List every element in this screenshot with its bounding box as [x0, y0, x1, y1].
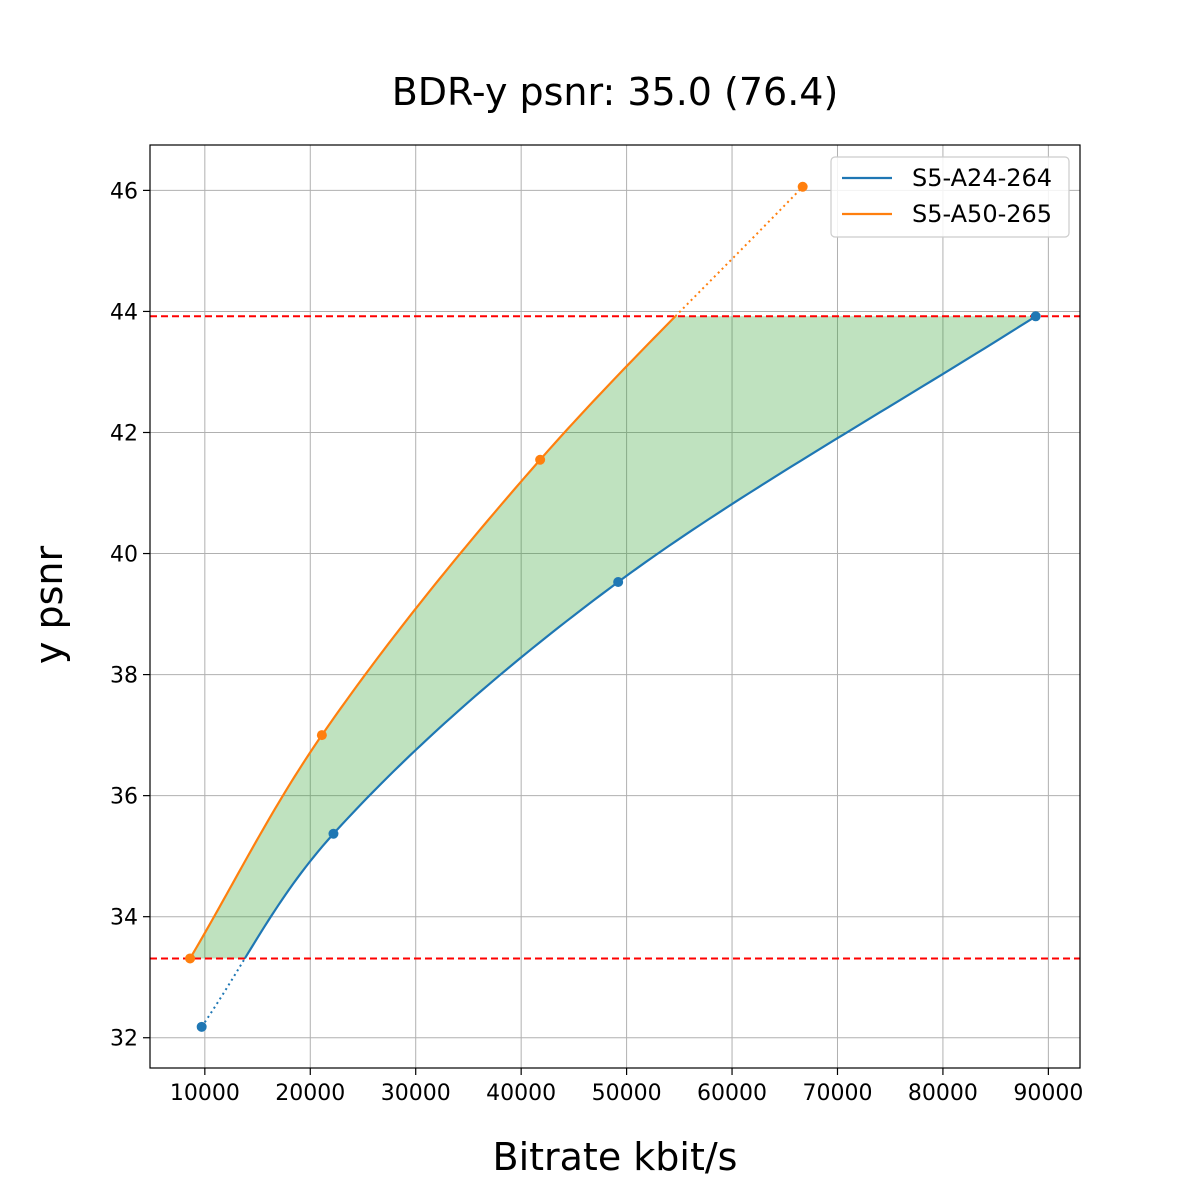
x-tick-label: 70000: [802, 1081, 872, 1106]
data-point-s5-a24-264: [196, 1021, 207, 1032]
plot-frame: [149, 144, 1081, 1069]
x-tick-label: 90000: [1013, 1081, 1083, 1106]
chart-title: BDR-y psnr: 35.0 (76.4): [392, 70, 839, 114]
y-tick-label: 46: [110, 179, 138, 204]
series-line-s5-a24-264: [243, 315, 1037, 960]
series-line-s5-a50-265: [189, 315, 677, 960]
legend-label-s5-a50-265: S5-A50-265: [912, 200, 1052, 228]
y-tick-label: 34: [110, 906, 138, 931]
data-point-s5-a24-264: [328, 828, 339, 839]
y-tick-label: 38: [110, 664, 138, 689]
series-group: [185, 181, 1041, 1032]
reference-lines: [150, 315, 1080, 960]
data-point-s5-a50-265: [185, 953, 196, 964]
x-tick-label: 30000: [381, 1081, 451, 1106]
y-tick-label: 44: [110, 300, 138, 325]
x-tick-label: 80000: [908, 1081, 978, 1106]
y-tick-label: 40: [110, 543, 138, 568]
x-tick-label: 50000: [592, 1081, 662, 1106]
legend-label-s5-a24-264: S5-A24-264: [912, 164, 1052, 192]
series-line-dotted-s5-a50-265: [674, 186, 804, 317]
series-line-dotted-s5-a24-264: [200, 957, 246, 1028]
grid: [150, 145, 1080, 1068]
x-tick-label: 60000: [697, 1081, 767, 1106]
x-tick-label: 40000: [486, 1081, 556, 1106]
data-point-s5-a50-265: [797, 181, 808, 192]
y-ticks: 32 34 36 38 40 42 44 46: [110, 179, 150, 1052]
data-point-s5-a50-265: [316, 730, 327, 741]
data-point-s5-a24-264: [1030, 311, 1041, 322]
x-axis-label: Bitrate kbit/s: [493, 1135, 738, 1179]
y-tick-label: 42: [110, 421, 138, 446]
bdr-shaded-area: [190, 316, 1036, 959]
data-point-s5-a24-264: [613, 576, 624, 587]
x-tick-label: 20000: [275, 1081, 345, 1106]
y-axis-label: y psnr: [27, 546, 71, 665]
y-tick-label: 32: [110, 1027, 138, 1052]
data-point-s5-a50-265: [535, 454, 546, 465]
x-tick-label: 10000: [170, 1081, 240, 1106]
legend: S5-A24-264 S5-A50-265: [830, 156, 1070, 238]
shaded-area: [190, 316, 1036, 959]
y-tick-label: 36: [110, 785, 138, 810]
x-ticks: 10000 20000 30000 40000 50000 60000 70000 80000…: [170, 1068, 1083, 1106]
